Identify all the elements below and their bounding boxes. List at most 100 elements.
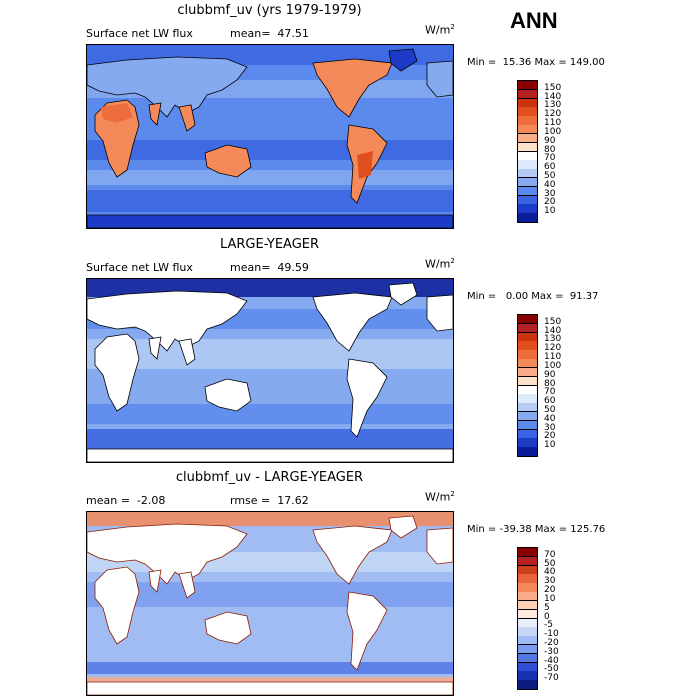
landmass-antarctica bbox=[87, 681, 453, 695]
colorbar-tick-label: 20 bbox=[544, 431, 556, 442]
hotspot-sahara bbox=[101, 103, 133, 123]
colorbar-tick-label: 50 bbox=[544, 558, 556, 569]
contour-band bbox=[87, 582, 453, 607]
contour-band bbox=[87, 612, 453, 637]
colorbar-swatch bbox=[518, 429, 537, 439]
colorbar-tick-label: 20 bbox=[544, 197, 556, 208]
colorbar-tick-label: 30 bbox=[544, 422, 556, 433]
colorbar-swatch bbox=[518, 160, 537, 170]
panel-3-map bbox=[86, 511, 454, 696]
colorbar-swatch bbox=[518, 151, 537, 161]
colorbar-swatch bbox=[518, 315, 537, 325]
colorbar-tick-label: 30 bbox=[544, 188, 556, 199]
colorbar-tick-label: -40 bbox=[544, 655, 559, 666]
colorbar-swatch bbox=[518, 662, 537, 672]
panel-3-colorbar bbox=[517, 547, 538, 690]
contour-band bbox=[87, 512, 453, 526]
colorbar-swatch bbox=[518, 644, 537, 655]
colorbar-swatch bbox=[518, 600, 537, 611]
colorbar-tick-label: -70 bbox=[544, 673, 559, 684]
colorbar-tick-label: 90 bbox=[544, 135, 556, 146]
colorbar-swatch bbox=[518, 133, 537, 144]
panel-1-minmax: Min = 15.36 Max = 149.00 bbox=[467, 57, 605, 68]
colorbar-swatch bbox=[518, 323, 537, 334]
colorbar-swatch bbox=[518, 359, 537, 369]
colorbar-tick-label: 30 bbox=[544, 576, 556, 587]
colorbar-swatch bbox=[518, 438, 537, 448]
contour-band bbox=[87, 140, 453, 160]
contour-band bbox=[87, 662, 453, 674]
panel-1-colorbar bbox=[517, 80, 538, 223]
panel-3-title: clubbmf_uv - LARGE-YEAGER bbox=[175, 470, 364, 485]
colorbar-swatch bbox=[518, 350, 537, 360]
colorbar-tick-label: 70 bbox=[544, 387, 556, 398]
colorbar-swatch bbox=[518, 81, 537, 91]
hotspot-south-america bbox=[357, 151, 373, 179]
landmass-europe bbox=[426, 527, 453, 565]
colorbar-swatch bbox=[518, 618, 537, 628]
colorbar-swatch bbox=[518, 204, 537, 214]
colorbar-tick-label: -50 bbox=[544, 664, 559, 675]
colorbar-tick-label: 10 bbox=[544, 440, 556, 451]
colorbar-tick-label: 150 bbox=[544, 82, 562, 93]
colorbar-swatch bbox=[518, 447, 537, 457]
contour-band bbox=[87, 105, 453, 135]
colorbar-swatch bbox=[518, 195, 537, 205]
colorbar-swatch bbox=[518, 186, 537, 197]
colorbar-tick-label: 100 bbox=[544, 126, 562, 137]
colorbar-tick-label: 60 bbox=[544, 162, 556, 173]
colorbar-tick-label: 110 bbox=[544, 352, 562, 363]
landmass-greenland bbox=[388, 282, 418, 306]
landmass-greenland bbox=[388, 48, 418, 72]
colorbar-tick-label: 140 bbox=[544, 91, 562, 102]
landmass-namerica bbox=[312, 58, 393, 118]
landmass-greenland bbox=[388, 515, 418, 539]
colorbar-tick-label: 0 bbox=[544, 611, 550, 622]
colorbar-swatch bbox=[518, 680, 537, 690]
colorbar-swatch bbox=[518, 411, 537, 422]
colorbar-tick-label: 70 bbox=[544, 549, 556, 560]
landmass-australia bbox=[204, 378, 252, 412]
colorbar-tick-label: -20 bbox=[544, 637, 559, 648]
colorbar-tick-label: 40 bbox=[544, 413, 556, 424]
panel-1-units: W/m2 bbox=[425, 23, 455, 37]
colorbar-swatch bbox=[518, 565, 537, 575]
landmass-europe bbox=[426, 60, 453, 98]
landmass-india bbox=[148, 336, 162, 360]
colorbar-tick-label: -10 bbox=[544, 629, 559, 640]
panel-2-mean-label: mean= 49.59 bbox=[230, 261, 309, 274]
colorbar-tick-label: 70 bbox=[544, 153, 556, 164]
colorbar-tick-label: 120 bbox=[544, 343, 562, 354]
landmass-india bbox=[148, 102, 162, 126]
colorbar-tick-label: 110 bbox=[544, 118, 562, 129]
colorbar-tick-label: 80 bbox=[544, 144, 556, 155]
colorbar-swatch bbox=[518, 403, 537, 413]
landmass-samerica bbox=[346, 358, 388, 438]
contour-band bbox=[87, 429, 453, 449]
colorbar-swatch bbox=[518, 169, 537, 179]
landmass-africa bbox=[94, 333, 140, 412]
colorbar-tick-label: 50 bbox=[544, 404, 556, 415]
colorbar-swatch bbox=[518, 583, 537, 593]
panel-2-units: W/m2 bbox=[425, 257, 455, 271]
colorbar-tick-label: 60 bbox=[544, 396, 556, 407]
colorbar-swatch bbox=[518, 592, 537, 602]
contour-band bbox=[87, 190, 453, 212]
panel-3-units: W/m2 bbox=[425, 490, 455, 504]
panel-3-minmax: Min = -39.38 Max = 125.76 bbox=[467, 524, 606, 535]
panel-1-variable-label: Surface net LW flux bbox=[86, 27, 193, 40]
panel-2-title: LARGE-YEAGER bbox=[219, 237, 320, 252]
contour-band bbox=[87, 170, 453, 185]
colorbar-swatch bbox=[518, 98, 537, 108]
panel-1-title: clubbmf_uv (yrs 1979-1979) bbox=[177, 3, 362, 18]
colorbar-tick-label: -30 bbox=[544, 646, 559, 657]
landmass-seasia bbox=[178, 338, 196, 366]
colorbar-tick-label: 40 bbox=[544, 567, 556, 578]
colorbar-tick-label: 90 bbox=[544, 369, 556, 380]
colorbar-tick-label: 5 bbox=[544, 602, 550, 613]
colorbar-swatch bbox=[518, 213, 537, 223]
panel-2-map bbox=[86, 278, 454, 463]
colorbar-tick-label: 150 bbox=[544, 316, 562, 327]
panel-2-minmax: Min = 0.00 Max = 91.37 bbox=[467, 291, 599, 302]
colorbar-swatch bbox=[518, 556, 537, 567]
